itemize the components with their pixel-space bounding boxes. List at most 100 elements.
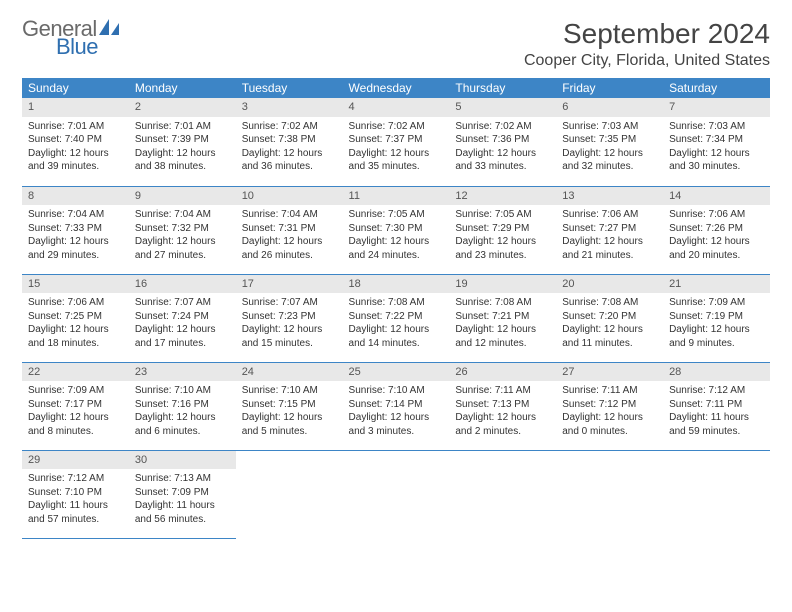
day-number: 29: [22, 451, 129, 470]
weekday-header: Monday: [129, 78, 236, 98]
sunset-line: Sunset: 7:36 PM: [455, 133, 550, 147]
day-cell: 10Sunrise: 7:04 AMSunset: 7:31 PMDayligh…: [236, 186, 343, 274]
day-cell: 30Sunrise: 7:13 AMSunset: 7:09 PMDayligh…: [129, 450, 236, 538]
day-number: 11: [343, 187, 450, 206]
day-cell: 25Sunrise: 7:10 AMSunset: 7:14 PMDayligh…: [343, 362, 450, 450]
sunrise-line: Sunrise: 7:08 AM: [349, 296, 444, 310]
day-body: Sunrise: 7:02 AMSunset: 7:36 PMDaylight:…: [449, 117, 556, 178]
day-body: Sunrise: 7:01 AMSunset: 7:40 PMDaylight:…: [22, 117, 129, 178]
weekday-header: Thursday: [449, 78, 556, 98]
day-number: 4: [343, 98, 450, 117]
day-number: 27: [556, 363, 663, 382]
sunset-line: Sunset: 7:15 PM: [242, 398, 337, 412]
sunset-line: Sunset: 7:39 PM: [135, 133, 230, 147]
day-body: Sunrise: 7:08 AMSunset: 7:22 PMDaylight:…: [343, 293, 450, 354]
day-number: 8: [22, 187, 129, 206]
sunrise-line: Sunrise: 7:05 AM: [349, 208, 444, 222]
sunrise-line: Sunrise: 7:05 AM: [455, 208, 550, 222]
day-body: Sunrise: 7:10 AMSunset: 7:16 PMDaylight:…: [129, 381, 236, 442]
day-body: Sunrise: 7:12 AMSunset: 7:11 PMDaylight:…: [663, 381, 770, 442]
day-number: 20: [556, 275, 663, 294]
day-cell: 28Sunrise: 7:12 AMSunset: 7:11 PMDayligh…: [663, 362, 770, 450]
daylight-line: Daylight: 12 hours and 33 minutes.: [455, 147, 550, 174]
day-cell: 26Sunrise: 7:11 AMSunset: 7:13 PMDayligh…: [449, 362, 556, 450]
day-cell: 27Sunrise: 7:11 AMSunset: 7:12 PMDayligh…: [556, 362, 663, 450]
day-body: Sunrise: 7:13 AMSunset: 7:09 PMDaylight:…: [129, 469, 236, 530]
daylight-line: Daylight: 12 hours and 18 minutes.: [28, 323, 123, 350]
daylight-line: Daylight: 12 hours and 5 minutes.: [242, 411, 337, 438]
sunset-line: Sunset: 7:22 PM: [349, 310, 444, 324]
sunrise-line: Sunrise: 7:07 AM: [135, 296, 230, 310]
sunrise-line: Sunrise: 7:13 AM: [135, 472, 230, 486]
daylight-line: Daylight: 11 hours and 56 minutes.: [135, 499, 230, 526]
day-number: 14: [663, 187, 770, 206]
week-row: 29Sunrise: 7:12 AMSunset: 7:10 PMDayligh…: [22, 450, 770, 538]
day-body: Sunrise: 7:02 AMSunset: 7:37 PMDaylight:…: [343, 117, 450, 178]
day-body: Sunrise: 7:05 AMSunset: 7:29 PMDaylight:…: [449, 205, 556, 266]
day-cell: 11Sunrise: 7:05 AMSunset: 7:30 PMDayligh…: [343, 186, 450, 274]
day-body: Sunrise: 7:06 AMSunset: 7:25 PMDaylight:…: [22, 293, 129, 354]
day-cell: 9Sunrise: 7:04 AMSunset: 7:32 PMDaylight…: [129, 186, 236, 274]
sunrise-line: Sunrise: 7:10 AM: [242, 384, 337, 398]
day-cell: 13Sunrise: 7:06 AMSunset: 7:27 PMDayligh…: [556, 186, 663, 274]
day-number: 24: [236, 363, 343, 382]
sunset-line: Sunset: 7:38 PM: [242, 133, 337, 147]
daylight-line: Daylight: 11 hours and 57 minutes.: [28, 499, 123, 526]
day-cell: 1Sunrise: 7:01 AMSunset: 7:40 PMDaylight…: [22, 98, 129, 186]
sunset-line: Sunset: 7:21 PM: [455, 310, 550, 324]
sunrise-line: Sunrise: 7:10 AM: [349, 384, 444, 398]
day-body: Sunrise: 7:06 AMSunset: 7:27 PMDaylight:…: [556, 205, 663, 266]
logo: General Blue: [22, 18, 121, 58]
calendar-table: SundayMondayTuesdayWednesdayThursdayFrid…: [22, 78, 770, 539]
sunset-line: Sunset: 7:11 PM: [669, 398, 764, 412]
day-number: 2: [129, 98, 236, 117]
daylight-line: Daylight: 12 hours and 2 minutes.: [455, 411, 550, 438]
sunset-line: Sunset: 7:31 PM: [242, 222, 337, 236]
sunset-line: Sunset: 7:14 PM: [349, 398, 444, 412]
daylight-line: Daylight: 12 hours and 6 minutes.: [135, 411, 230, 438]
sunrise-line: Sunrise: 7:04 AM: [242, 208, 337, 222]
sunset-line: Sunset: 7:33 PM: [28, 222, 123, 236]
day-cell: 4Sunrise: 7:02 AMSunset: 7:37 PMDaylight…: [343, 98, 450, 186]
week-row: 22Sunrise: 7:09 AMSunset: 7:17 PMDayligh…: [22, 362, 770, 450]
location: Cooper City, Florida, United States: [524, 52, 770, 70]
daylight-line: Daylight: 11 hours and 59 minutes.: [669, 411, 764, 438]
day-body: Sunrise: 7:02 AMSunset: 7:38 PMDaylight:…: [236, 117, 343, 178]
sunset-line: Sunset: 7:40 PM: [28, 133, 123, 147]
weekday-header: Wednesday: [343, 78, 450, 98]
daylight-line: Daylight: 12 hours and 8 minutes.: [28, 411, 123, 438]
week-row: 15Sunrise: 7:06 AMSunset: 7:25 PMDayligh…: [22, 274, 770, 362]
day-number: 10: [236, 187, 343, 206]
day-body: Sunrise: 7:09 AMSunset: 7:17 PMDaylight:…: [22, 381, 129, 442]
sunrise-line: Sunrise: 7:02 AM: [455, 120, 550, 134]
week-row: 1Sunrise: 7:01 AMSunset: 7:40 PMDaylight…: [22, 98, 770, 186]
sunset-line: Sunset: 7:12 PM: [562, 398, 657, 412]
day-cell: 17Sunrise: 7:07 AMSunset: 7:23 PMDayligh…: [236, 274, 343, 362]
day-cell: 22Sunrise: 7:09 AMSunset: 7:17 PMDayligh…: [22, 362, 129, 450]
sunrise-line: Sunrise: 7:10 AM: [135, 384, 230, 398]
day-number: 7: [663, 98, 770, 117]
day-body: Sunrise: 7:11 AMSunset: 7:13 PMDaylight:…: [449, 381, 556, 442]
day-cell: 21Sunrise: 7:09 AMSunset: 7:19 PMDayligh…: [663, 274, 770, 362]
day-cell: ..: [236, 450, 343, 538]
title-block: September 2024 Cooper City, Florida, Uni…: [524, 18, 770, 70]
day-body: Sunrise: 7:09 AMSunset: 7:19 PMDaylight:…: [663, 293, 770, 354]
day-cell: 12Sunrise: 7:05 AMSunset: 7:29 PMDayligh…: [449, 186, 556, 274]
sunset-line: Sunset: 7:30 PM: [349, 222, 444, 236]
day-number: 21: [663, 275, 770, 294]
daylight-line: Daylight: 12 hours and 0 minutes.: [562, 411, 657, 438]
sunrise-line: Sunrise: 7:12 AM: [28, 472, 123, 486]
day-number: 12: [449, 187, 556, 206]
day-cell: 7Sunrise: 7:03 AMSunset: 7:34 PMDaylight…: [663, 98, 770, 186]
day-body: Sunrise: 7:04 AMSunset: 7:33 PMDaylight:…: [22, 205, 129, 266]
sunset-line: Sunset: 7:23 PM: [242, 310, 337, 324]
sunrise-line: Sunrise: 7:02 AM: [242, 120, 337, 134]
sunset-line: Sunset: 7:34 PM: [669, 133, 764, 147]
daylight-line: Daylight: 12 hours and 3 minutes.: [349, 411, 444, 438]
day-body: Sunrise: 7:04 AMSunset: 7:32 PMDaylight:…: [129, 205, 236, 266]
day-body: Sunrise: 7:04 AMSunset: 7:31 PMDaylight:…: [236, 205, 343, 266]
day-cell: ..: [343, 450, 450, 538]
sunset-line: Sunset: 7:19 PM: [669, 310, 764, 324]
sunrise-line: Sunrise: 7:04 AM: [28, 208, 123, 222]
day-body: Sunrise: 7:10 AMSunset: 7:14 PMDaylight:…: [343, 381, 450, 442]
